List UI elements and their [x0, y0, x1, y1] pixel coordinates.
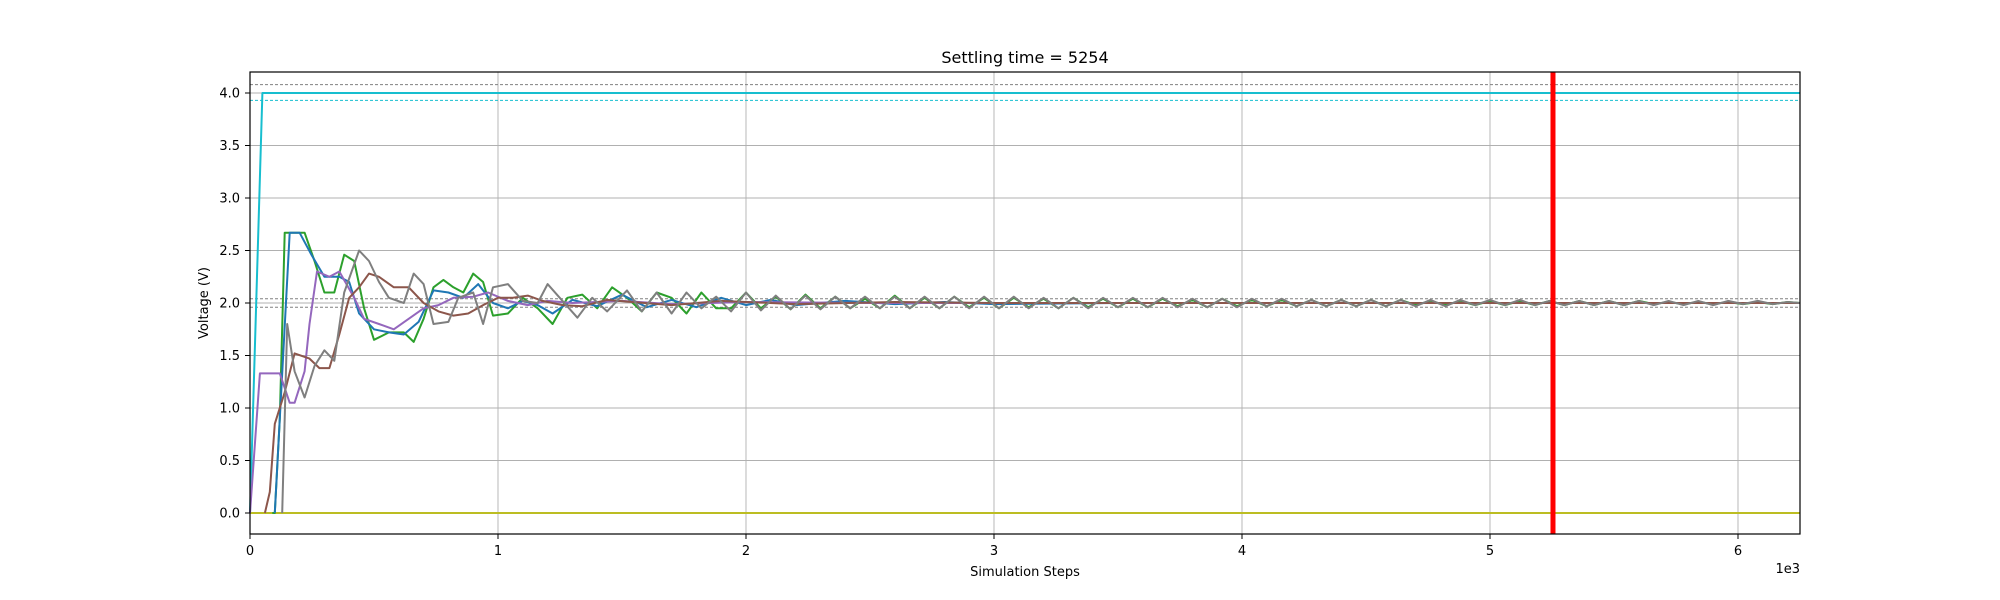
y-tick-label: 1.5: [219, 349, 240, 364]
y-axis-label: Voltage (V): [197, 267, 212, 339]
y-tick-label: 1.0: [219, 402, 240, 417]
y-tick-label: 4.0: [219, 87, 240, 102]
grid-lines: [249, 72, 1800, 534]
chart-title: Settling time = 5254: [941, 48, 1108, 67]
x-tick-label: 1: [494, 544, 502, 559]
x-axis-offset-text: 1e3: [1775, 562, 1800, 577]
axis-ticks: 0 1 2 3 4 5 6 0.0 0.5 1.0 1.5 2.0 2.5 3.0 3.5 4.0: [219, 87, 1742, 560]
x-tick-label: 4: [1238, 544, 1246, 559]
x-tick-label: 3: [990, 544, 998, 559]
x-tick-label: 5: [1486, 544, 1494, 559]
y-tick-label: 3.5: [219, 139, 240, 154]
x-tick-label: 6: [1734, 544, 1742, 559]
series-line: [281, 249, 1801, 514]
x-axis-label: Simulation Steps: [970, 565, 1080, 580]
series-line: [263, 272, 1800, 514]
y-tick-label: 3.0: [219, 192, 240, 207]
series-line: [249, 92, 1800, 514]
data-series: [249, 92, 1801, 514]
reference-bands: [250, 84, 1800, 308]
y-tick-label: 0.5: [219, 454, 240, 469]
y-tick-label: 2.5: [219, 244, 240, 259]
x-tick-label: 0: [246, 544, 254, 559]
y-tick-label: 2.0: [219, 297, 240, 312]
x-tick-label: 2: [742, 544, 750, 559]
y-tick-label: 0.0: [219, 507, 240, 522]
